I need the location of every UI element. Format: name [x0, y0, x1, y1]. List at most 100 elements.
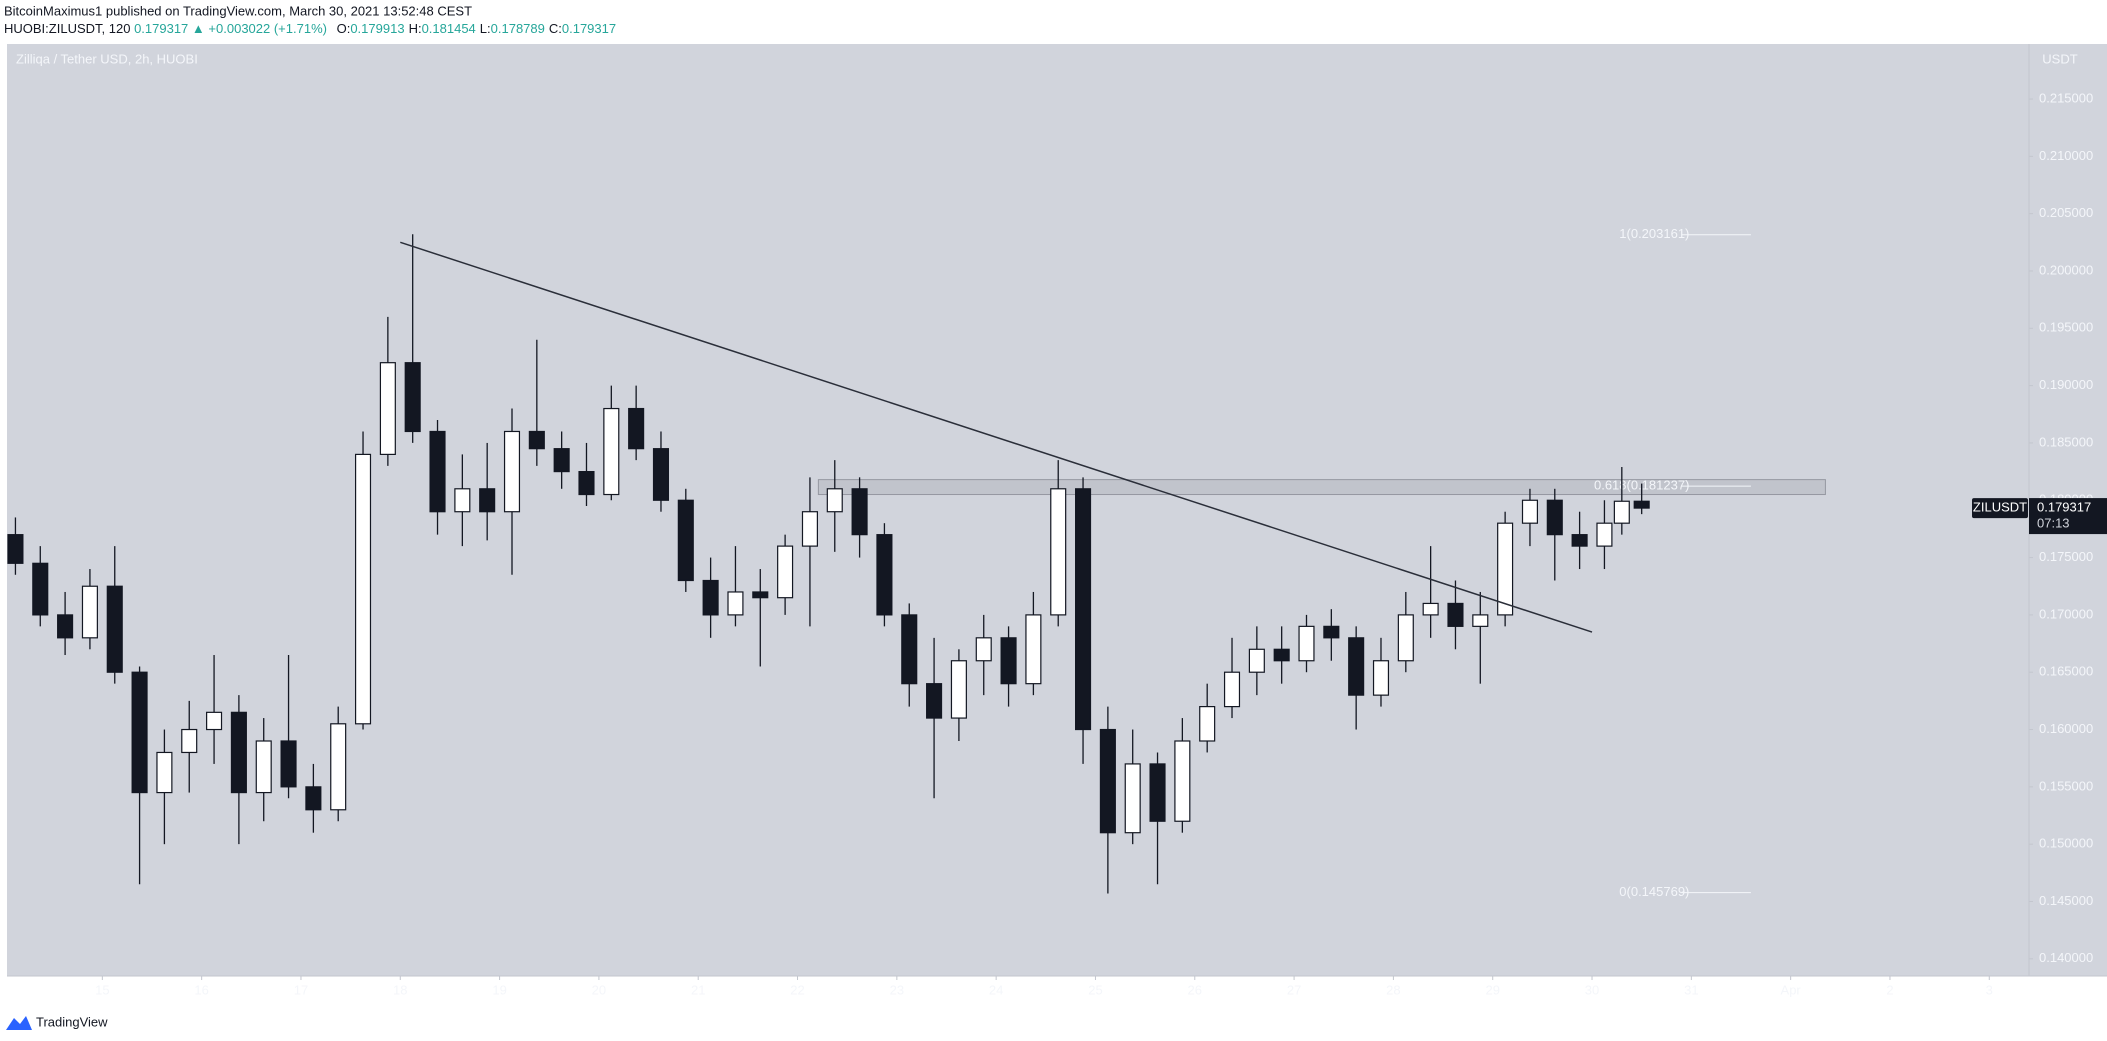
- x-tick-label: 29: [1485, 982, 1499, 997]
- candle-body: [7, 534, 24, 564]
- y-tick-label: 0.215000: [2039, 90, 2093, 105]
- x-tick-label: 3: [1986, 982, 1993, 997]
- candle-body: [652, 448, 670, 501]
- symbol: HUOBI:ZILUSDT, 120: [4, 21, 130, 36]
- symbol-tag-label: ZILUSDT: [1973, 500, 2027, 515]
- ohlc-key: O:: [337, 21, 351, 36]
- candle-body: [1397, 614, 1414, 662]
- candle-body: [429, 430, 446, 513]
- resistance-zone: [817, 479, 1826, 496]
- axis-unit: USDT: [2042, 51, 2077, 66]
- candle-body: [901, 614, 918, 685]
- candle-body: [1521, 499, 1539, 524]
- candle-body: [32, 562, 49, 616]
- candle-body: [950, 660, 967, 719]
- price-tag-value: 0.179317: [2037, 500, 2091, 515]
- ohlc-value: 0.179317: [562, 21, 616, 36]
- candle-body: [1075, 488, 1092, 731]
- x-tick-label: Apr: [1781, 982, 1802, 997]
- price-tag: [2029, 498, 2107, 535]
- candle-body: [81, 585, 98, 639]
- candle-body: [1596, 522, 1613, 547]
- candle-body: [1633, 500, 1650, 509]
- candle-body: [1000, 637, 1017, 685]
- chart-legend: Zilliqa / Tether USD, 2h, HUOBI: [16, 51, 198, 66]
- candle-body: [1472, 614, 1489, 627]
- y-tick-label: 0.195000: [2039, 320, 2093, 335]
- ohlc-key: C:: [549, 21, 562, 36]
- candle-body: [826, 488, 843, 513]
- candle-body: [206, 711, 223, 731]
- candle-body: [404, 362, 421, 433]
- candle-body: [1447, 602, 1464, 627]
- x-tick-label: 23: [890, 982, 904, 997]
- y-tick-label: 0.190000: [2039, 377, 2093, 392]
- change: +0.003022 (+1.71%): [208, 21, 327, 36]
- x-tick-label: 31: [1684, 982, 1698, 997]
- candle-body: [454, 488, 471, 513]
- candle-body: [1298, 625, 1315, 662]
- candle-body: [1273, 648, 1290, 662]
- x-tick-label: 22: [790, 982, 804, 997]
- candle-body: [379, 362, 396, 456]
- candle-body: [603, 407, 620, 496]
- fib-label: 0(0.145769): [1619, 884, 1689, 899]
- x-tick-label: 16: [194, 982, 208, 997]
- candle-body: [578, 470, 595, 496]
- x-tick-label: 30: [1585, 982, 1599, 997]
- candle-body: [777, 545, 794, 599]
- candle-body: [1613, 500, 1630, 524]
- candle-body: [1546, 499, 1563, 536]
- candle-body: [181, 728, 198, 754]
- candle-body: [702, 579, 719, 616]
- ohlc-value: 0.179913: [350, 21, 404, 36]
- candle-body: [305, 786, 322, 811]
- logo-icon: [6, 1016, 32, 1030]
- y-tick-label: 0.140000: [2039, 950, 2093, 965]
- candle-body: [677, 499, 694, 582]
- candle-body: [1497, 522, 1514, 616]
- candle-body: [727, 591, 744, 616]
- candle-body: [1099, 728, 1116, 834]
- ohlc-value: 0.181454: [422, 21, 476, 36]
- y-tick-label: 0.150000: [2039, 836, 2093, 851]
- candle-body: [156, 751, 173, 794]
- x-tick-label: 28: [1386, 982, 1400, 997]
- x-tick-label: 2: [1886, 982, 1893, 997]
- trendline: [400, 241, 1593, 633]
- candle-body: [57, 614, 74, 639]
- candle-body: [354, 453, 372, 725]
- candle-body: [926, 683, 943, 719]
- y-tick-label: 0.210000: [2039, 148, 2093, 163]
- candle-body: [255, 740, 272, 794]
- x-tick-label: 15: [95, 982, 109, 997]
- candle-body: [1050, 488, 1067, 616]
- price: 0.179317: [134, 21, 188, 36]
- candle-body: [106, 585, 123, 673]
- candle-body: [752, 591, 769, 599]
- candle-body: [1323, 625, 1340, 639]
- y-tick-label: 0.155000: [2039, 778, 2093, 793]
- x-tick-label: 27: [1287, 982, 1301, 997]
- candle-body: [1174, 740, 1191, 822]
- candle-body: [1199, 706, 1216, 742]
- candle-body: [851, 488, 868, 536]
- x-tick-label: 25: [1088, 982, 1102, 997]
- x-tick-label: 26: [1188, 982, 1202, 997]
- x-tick-label: 18: [393, 982, 407, 997]
- brand: TradingView: [36, 1014, 108, 1029]
- candle-body: [801, 511, 818, 547]
- candle-body: [1248, 648, 1265, 673]
- candle-body: [528, 430, 545, 450]
- candle-body: [1372, 660, 1390, 696]
- ohlc-key: H:: [409, 21, 422, 36]
- candle-body: [230, 711, 247, 794]
- x-tick-label: 20: [592, 982, 606, 997]
- y-tick-label: 0.170000: [2039, 606, 2093, 621]
- candle-body: [975, 637, 992, 662]
- footer-logo: TradingView: [6, 1014, 108, 1030]
- y-tick-label: 0.165000: [2039, 664, 2093, 679]
- fib-label: 1(0.203161): [1619, 226, 1689, 241]
- candle-body: [330, 723, 347, 811]
